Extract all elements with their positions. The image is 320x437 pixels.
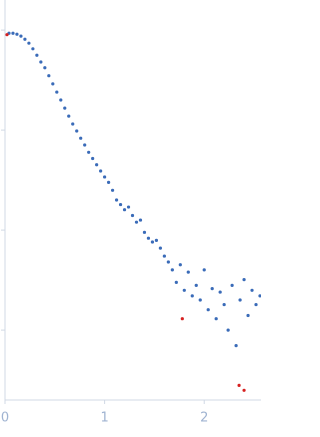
data-point (182, 288, 186, 292)
data-point (246, 313, 250, 318)
data-point (258, 294, 261, 298)
data-point (91, 156, 95, 161)
data-point (146, 236, 151, 240)
data-point (198, 298, 202, 302)
x-tick-label: 1 (100, 411, 108, 426)
data-point (15, 32, 19, 36)
data-point (59, 98, 63, 102)
data-point (118, 202, 123, 207)
data-point (103, 175, 107, 179)
data-point (222, 302, 226, 307)
data-point (242, 277, 246, 282)
data-point (134, 220, 139, 224)
data-point (106, 180, 111, 184)
data-point (51, 82, 55, 86)
data-point (210, 287, 214, 291)
data-point (218, 290, 222, 294)
data-point (126, 205, 131, 209)
data-point (158, 246, 162, 250)
data-point (138, 218, 143, 222)
data-point (5, 33, 9, 37)
data-point (166, 260, 170, 264)
data-point (254, 302, 258, 307)
chart: 0 1 2 (1, 0, 261, 426)
data-point (75, 129, 79, 133)
data-point (67, 114, 71, 118)
data-point (154, 238, 159, 242)
data-point (95, 163, 99, 167)
data-point (234, 343, 238, 348)
data-point (202, 268, 206, 272)
data-point (186, 270, 190, 274)
data-point (242, 388, 246, 392)
data-point (170, 268, 174, 272)
data-point (79, 136, 83, 140)
data-point (226, 328, 230, 332)
data-point (110, 188, 115, 192)
x-tick-label: 0 (1, 411, 9, 426)
data-point (27, 41, 31, 45)
data-point (99, 169, 103, 173)
data-point (250, 288, 254, 292)
data-point (63, 106, 67, 110)
data-point (190, 294, 194, 298)
data-point (178, 263, 182, 267)
data-point (39, 60, 43, 64)
data-point (19, 34, 23, 38)
data-point (83, 143, 87, 147)
data-point (174, 280, 178, 284)
data-point (23, 37, 27, 41)
data-point (237, 383, 241, 387)
data-point (150, 240, 155, 244)
data-point (130, 213, 135, 218)
data-point (142, 230, 147, 234)
data-point (122, 208, 127, 212)
data-point (71, 122, 75, 126)
data-point (238, 298, 242, 302)
data-point (35, 53, 39, 57)
data-point (87, 150, 91, 154)
data-point (214, 317, 218, 321)
data-point (206, 308, 210, 312)
data-point (162, 254, 166, 258)
data-point (180, 317, 184, 321)
x-tick-label: 2 (200, 411, 208, 426)
data-point (230, 283, 234, 287)
data-point (43, 66, 47, 70)
data-point (55, 90, 59, 94)
data-point (11, 31, 15, 35)
data-point (194, 283, 198, 287)
data-point (31, 47, 35, 51)
data-point (47, 74, 51, 78)
data-point (114, 198, 119, 202)
